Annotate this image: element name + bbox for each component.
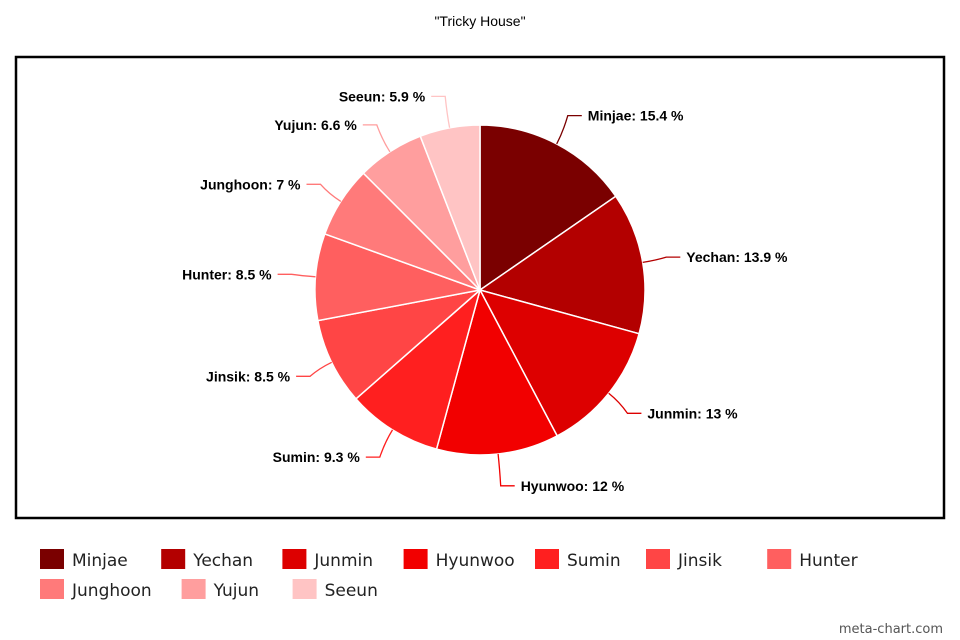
legend-swatch-yechan [161, 549, 186, 569]
leader-line-jinsik [296, 361, 332, 377]
legend-label-hyunwoo: Hyunwoo [436, 551, 515, 571]
leader-line-hunter [277, 273, 316, 278]
legend-label-minjae: Minjae [72, 551, 128, 571]
legend-label-yechan: Yechan [192, 551, 253, 571]
legend-label-yujun: Yujun [213, 581, 259, 601]
legend-label-junmin: Junmin [313, 551, 373, 571]
pie-slice-hunter [314, 232, 483, 322]
pie-slice-yechan [478, 195, 646, 335]
legend-swatch-minjae [40, 549, 64, 569]
pie-slice-minjae [479, 124, 617, 292]
legend-label-junghoon: Junghoon [71, 581, 152, 601]
legend-swatch-hunter [767, 549, 792, 569]
legend-swatch-hyunwoo [403, 549, 428, 569]
slice-label-hunter: Hunter: 8.5 % [182, 266, 272, 282]
legend-swatch-seeun [292, 579, 317, 599]
leader-lines [277, 95, 681, 487]
slice-label-seeun: Seeun: 5.9 % [339, 88, 426, 104]
legend-label-seeun: Seeun [325, 581, 378, 601]
slice-label-yechan: Yechan: 13.9 % [686, 249, 788, 265]
pie-slices [314, 124, 646, 456]
leader-line-junmin [608, 392, 642, 414]
legend-swatch-jinsik [646, 549, 670, 569]
leader-line-yujun [362, 124, 391, 153]
legend-swatch-sumin [535, 549, 559, 569]
slice-labels: Minjae: 15.4 % Yechan: 13.9 % Junmin: 13 %… [182, 88, 788, 493]
slice-label-junghoon: Junghoon: 7 % [200, 176, 301, 192]
legend-swatch-junmin [282, 549, 307, 569]
leader-line-seeun [431, 95, 451, 128]
leader-line-sumin [365, 429, 394, 458]
legend: Minjae Yechan Junmin Hyunwoo Sumin Jinsik Hunt… [40, 549, 858, 601]
pie-slice-seeun [419, 124, 481, 291]
slice-label-jinsik: Jinsik: 8.5 % [206, 368, 291, 384]
slice-label-minjae: Minjae: 15.4 % [588, 108, 684, 124]
slice-label-hyunwoo: Hyunwoo: 12 % [521, 478, 625, 494]
watermark: meta-chart.com [839, 622, 943, 637]
legend-swatch-yujun [181, 579, 206, 599]
legend-label-jinsik: Jinsik [677, 551, 722, 571]
chart-title: "Tricky House" [434, 13, 525, 29]
legend-label-hunter: Hunter [799, 551, 857, 571]
slice-label-yujun: Yujun: 6.6 % [274, 117, 357, 133]
legend-swatch-junghoon [40, 579, 64, 599]
pie-slice-sumin [354, 287, 482, 451]
pie-slice-jinsik [316, 288, 483, 400]
slice-label-junmin: Junmin: 13 % [647, 405, 738, 421]
leader-line-junghoon [306, 183, 342, 202]
leader-line-hyunwoo [497, 453, 515, 487]
leader-line-yechan [642, 256, 681, 264]
pie-slice-junmin [478, 288, 641, 437]
legend-label-sumin: Sumin [567, 551, 621, 571]
slice-label-sumin: Sumin: 9.3 % [273, 449, 361, 465]
leader-line-minjae [556, 114, 582, 145]
